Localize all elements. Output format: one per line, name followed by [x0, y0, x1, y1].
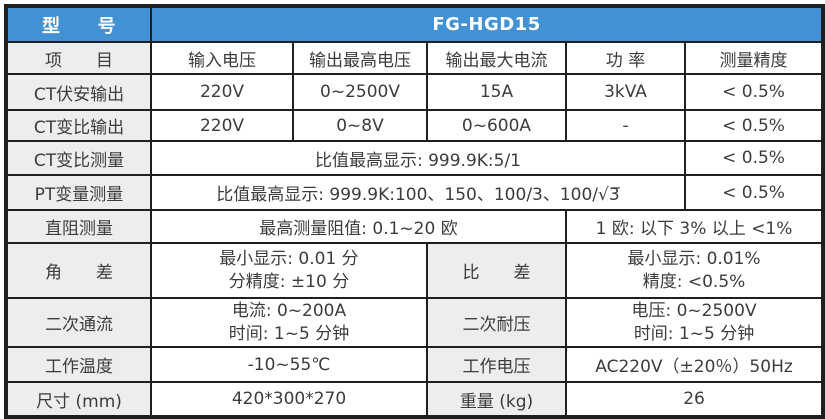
cell-ratio-diff-value: 最小显示: 0.01% 精度: <0.5% — [564, 242, 825, 299]
row-label-ratio-diff: 比 差 — [426, 242, 567, 299]
cell-pt-measure-accuracy: < 0.5% — [683, 174, 825, 211]
row-ct-ratio-output: CT变比输出 220V 0~8V 0~600A - < 0.5% — [5, 109, 825, 142]
model-label-cell: 型 号 — [5, 5, 152, 43]
row-pt-measure: PT变量测量 比值最高显示: 999.9K:100、150、100/3、100/… — [5, 174, 825, 211]
row-label-weight: 重量 (kg) — [426, 381, 567, 418]
cell-secondary-current-value: 电流: 0~200A 时间: 1~5 分钟 — [150, 297, 428, 348]
row-label-working-voltage: 工作电压 — [426, 346, 567, 383]
cell-ct-va-max-current: 15A — [426, 73, 567, 111]
cell-working-voltage-value: AC220V（±20％）50Hz — [564, 346, 825, 383]
model-value-cell: FG-HGD15 — [149, 5, 825, 43]
column-header-row: 项 目 输入电压 输出最高电压 输出最大电流 功 率 测量精度 — [5, 41, 825, 75]
spec-table: 型 号 FG-HGD15 项 目 输入电压 输出最高电压 输出最大电流 功 率 … — [4, 4, 825, 419]
row-dimensions: 尺寸 (mm) 420*300*270 重量 (kg) 26 — [5, 381, 825, 418]
row-label-ct-va-output: CT伏安输出 — [5, 73, 152, 111]
column-header-item: 项 目 — [5, 41, 152, 75]
row-label-dimensions: 尺寸 (mm) — [5, 381, 152, 418]
cell-weight-value: 26 — [564, 381, 825, 418]
cell-ct-va-power: 3kVA — [565, 73, 686, 111]
column-header-max-output-current: 输出最大电流 — [426, 41, 567, 75]
row-angle-diff: 角 差 最小显示: 0.01 分 分精度: ±10 分 比 差 最小显示: 0.… — [5, 242, 825, 299]
cell-secondary-withstand-value: 电压: 0~2500V 时间: 1~5 分钟 — [564, 297, 825, 348]
column-header-input-voltage: 输入电压 — [150, 41, 294, 75]
model-row: 型 号 FG-HGD15 — [5, 5, 825, 43]
row-dc-resistance: 直阻测量 最高测量阻值: 0.1~20 欧 1 欧: 以下 3% 以上 <1% — [5, 209, 825, 244]
cell-ct-va-input-voltage: 220V — [150, 73, 294, 111]
cell-dc-resistance-value: 最高测量阻值: 0.1~20 欧 — [150, 209, 567, 244]
row-ct-va-output: CT伏安输出 220V 0~2500V 15A 3kVA < 0.5% — [5, 73, 825, 111]
cell-ct-ratio-input-voltage: 220V — [150, 109, 294, 142]
cell-working-temp-value: -10~55℃ — [150, 346, 428, 383]
row-ct-ratio-measure: CT变比测量 比值最高显示: 999.9K:5/1 < 0.5% — [5, 140, 825, 176]
row-label-pt-measure: PT变量测量 — [5, 174, 152, 211]
row-label-working-temp: 工作温度 — [5, 346, 152, 383]
cell-ct-ratio-measure-value: 比值最高显示: 999.9K:5/1 — [150, 140, 686, 176]
row-label-angle-diff: 角 差 — [5, 242, 152, 299]
row-label-dc-resistance: 直阻测量 — [5, 209, 152, 244]
column-header-max-output-voltage: 输出最高电压 — [292, 41, 428, 75]
cell-ct-ratio-measure-accuracy: < 0.5% — [683, 140, 825, 176]
row-label-ct-ratio-measure: CT变比测量 — [5, 140, 152, 176]
column-header-power: 功 率 — [565, 41, 686, 75]
cell-ct-ratio-accuracy: < 0.5% — [683, 109, 825, 142]
row-secondary-current: 二次通流 电流: 0~200A 时间: 1~5 分钟 二次耐压 电压: 0~25… — [5, 297, 825, 348]
cell-angle-diff-value: 最小显示: 0.01 分 分精度: ±10 分 — [150, 242, 428, 299]
cell-dimensions-value: 420*300*270 — [150, 381, 428, 418]
cell-dc-resistance-accuracy: 1 欧: 以下 3% 以上 <1% — [564, 209, 825, 244]
cell-pt-measure-value: 比值最高显示: 999.9K:100、150、100/3、100/√3̅ — [150, 174, 686, 211]
row-label-ct-ratio-output: CT变比输出 — [5, 109, 152, 142]
cell-ct-ratio-max-voltage: 0~8V — [292, 109, 428, 142]
column-header-accuracy: 测量精度 — [683, 41, 825, 75]
row-label-secondary-current: 二次通流 — [5, 297, 152, 348]
row-working-temp: 工作温度 -10~55℃ 工作电压 AC220V（±20％）50Hz — [5, 346, 825, 383]
cell-ct-ratio-max-current: 0~600A — [426, 109, 567, 142]
cell-ct-ratio-power: - — [565, 109, 686, 142]
cell-ct-va-accuracy: < 0.5% — [683, 73, 825, 111]
row-label-secondary-withstand: 二次耐压 — [426, 297, 567, 348]
cell-ct-va-max-voltage: 0~2500V — [292, 73, 428, 111]
